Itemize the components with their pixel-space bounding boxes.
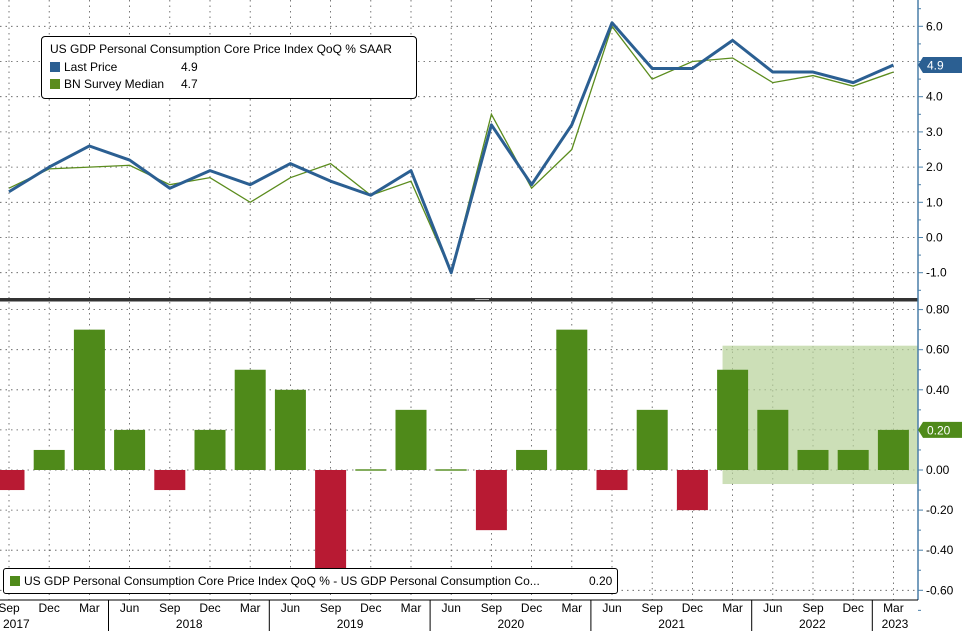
bar xyxy=(676,470,708,511)
bar xyxy=(0,470,25,491)
x-quarter-label: Dec xyxy=(843,601,864,615)
bar xyxy=(33,449,65,470)
bar xyxy=(355,469,387,471)
x-quarter-label: Jun xyxy=(120,601,139,615)
bar xyxy=(837,449,869,470)
x-quarter-label: Sep xyxy=(481,601,503,615)
bar xyxy=(877,429,909,470)
x-year-label: 2022 xyxy=(799,617,826,631)
x-quarter-label: Mar xyxy=(79,601,100,615)
last-price-value: 4.9 xyxy=(181,60,198,74)
bottom-legend: US GDP Personal Consumption Core Price I… xyxy=(3,568,618,594)
x-year-label: 2020 xyxy=(498,617,525,631)
last-price-tag-text: 4.9 xyxy=(927,59,944,73)
axes xyxy=(0,0,923,631)
top-legend: US GDP Personal Consumption Core Price I… xyxy=(41,36,417,99)
bar xyxy=(435,469,467,471)
difference-tag: 0.20 xyxy=(918,421,962,438)
x-quarter-label: Dec xyxy=(682,601,703,615)
legend-survey-median: BN Survey Median 4.7 xyxy=(50,77,198,91)
bar xyxy=(73,329,105,470)
x-year-label: 2018 xyxy=(176,617,203,631)
x-quarter-label: Dec xyxy=(199,601,220,615)
bottom-ytick-label: 0.40 xyxy=(926,383,950,397)
bottom-ytick-label: -0.40 xyxy=(926,543,954,557)
bottom-ytick-label: -0.20 xyxy=(926,503,954,517)
top-ytick-label: 6.0 xyxy=(926,19,943,33)
last-price-tag-bg xyxy=(918,57,962,74)
bar xyxy=(154,470,186,491)
bottom-ytick-label: 0.60 xyxy=(926,343,950,357)
top-ytick-label: -1.0 xyxy=(926,266,947,280)
bottom-legend-row: US GDP Personal Consumption Core Price I… xyxy=(10,574,540,588)
survey-label: BN Survey Median xyxy=(64,77,165,91)
survey-value: 4.7 xyxy=(181,77,198,91)
x-quarter-label: Mar xyxy=(561,601,582,615)
axis-labels: 6.05.04.03.02.01.00.0-1.00.800.600.400.2… xyxy=(0,19,962,631)
top-legend-title: US GDP Personal Consumption Core Price I… xyxy=(50,42,392,56)
x-quarter-label: Sep xyxy=(642,601,664,615)
survey-swatch xyxy=(50,79,60,89)
x-quarter-label: Dec xyxy=(521,601,542,615)
last-price-swatch xyxy=(50,62,60,72)
bottom-ytick-label: -0.60 xyxy=(926,583,954,597)
bar xyxy=(596,470,628,491)
top-ytick-label: 1.0 xyxy=(926,195,943,209)
bar xyxy=(395,409,427,470)
bar-series xyxy=(0,329,909,571)
difference-tag-bg xyxy=(918,421,962,438)
bar xyxy=(315,470,347,571)
bar xyxy=(114,429,146,470)
difference-value: 0.20 xyxy=(589,574,613,588)
line-series xyxy=(8,21,895,275)
difference-tag-text: 0.20 xyxy=(927,423,951,437)
difference-swatch xyxy=(10,576,20,586)
bar xyxy=(757,409,789,470)
x-year-label: 2017 xyxy=(3,617,30,631)
bar xyxy=(475,470,507,531)
top-ytick-label: 4.0 xyxy=(926,90,943,104)
top-ytick-label: 0.0 xyxy=(926,231,943,245)
bar xyxy=(194,429,226,470)
bottom-ytick-label: 0.00 xyxy=(926,463,950,477)
x-quarter-label: Mar xyxy=(240,601,261,615)
bar xyxy=(234,369,266,470)
x-quarter-label: Jun xyxy=(442,601,461,615)
bar xyxy=(274,389,306,470)
x-year-label: 2023 xyxy=(882,617,909,631)
last-price-line xyxy=(8,21,895,275)
bar xyxy=(556,329,588,470)
x-quarter-label: Dec xyxy=(39,601,60,615)
panel-separator xyxy=(0,298,918,302)
x-quarter-label: Mar xyxy=(722,601,743,615)
x-year-label: 2019 xyxy=(337,617,364,631)
last-price-label: Last Price xyxy=(64,60,118,74)
x-quarter-label: Sep xyxy=(159,601,181,615)
x-quarter-label: Sep xyxy=(802,601,824,615)
top-ytick-label: 3.0 xyxy=(926,125,943,139)
difference-label: US GDP Personal Consumption Core Price I… xyxy=(24,574,540,588)
x-quarter-label: Jun xyxy=(763,601,782,615)
x-quarter-label: Sep xyxy=(0,601,20,615)
x-quarter-label: Mar xyxy=(883,601,904,615)
bar xyxy=(717,369,749,470)
x-quarter-label: Sep xyxy=(320,601,342,615)
bar xyxy=(797,449,829,470)
x-year-label: 2021 xyxy=(658,617,685,631)
top-ytick-label: 2.0 xyxy=(926,160,943,174)
x-quarter-label: Mar xyxy=(401,601,422,615)
bar xyxy=(516,449,548,470)
x-quarter-label: Jun xyxy=(281,601,300,615)
x-quarter-label: Dec xyxy=(360,601,381,615)
last-price-tag: 4.9 xyxy=(918,57,962,74)
legend-last-price: Last Price 4.9 xyxy=(50,60,198,74)
bar xyxy=(636,409,668,470)
x-quarter-label: Jun xyxy=(602,601,621,615)
bottom-ytick-label: 0.80 xyxy=(926,303,950,317)
